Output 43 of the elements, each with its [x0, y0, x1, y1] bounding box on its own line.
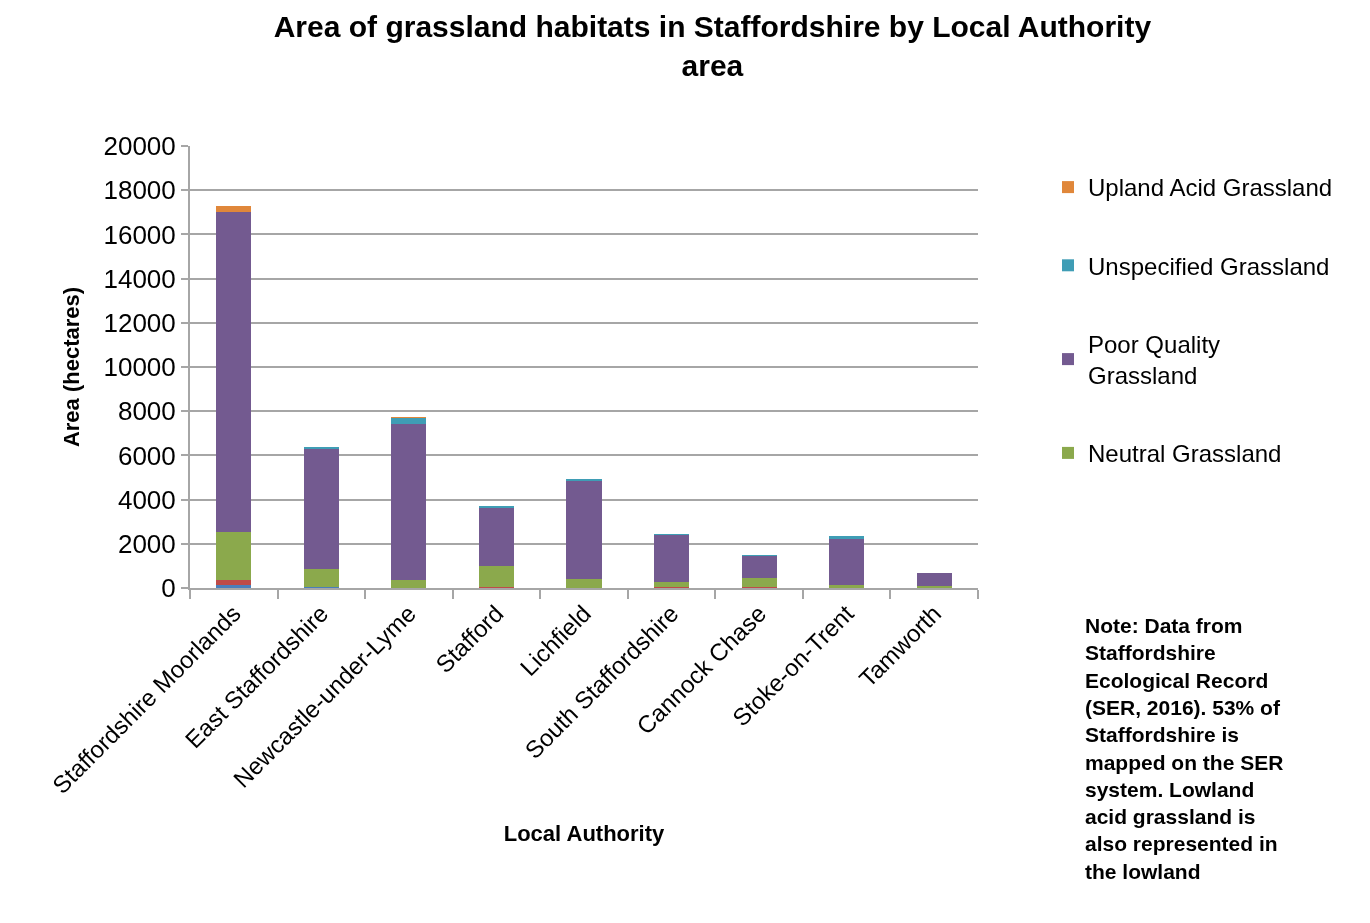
legend-label: Poor Quality Grassland [1088, 330, 1221, 390]
bar [303, 448, 339, 569]
bar [478, 507, 514, 566]
bar [478, 565, 514, 587]
x-axis-title: Local Authority [503, 821, 666, 847]
text: Note: Data from Staffordshire Ecological Record (SER, 2016). 53% of Staffordshire is mapped on the SER system. Lowland acid grassland is also represented in the lowland [1085, 614, 1284, 883]
y-tick-label: 14000 [103, 263, 176, 294]
bar [391, 580, 427, 588]
bar [216, 531, 252, 581]
y-axis-title: Area (hectares) [58, 286, 84, 448]
y-tick-label: 16000 [103, 219, 176, 250]
bar [391, 423, 427, 581]
bar [216, 580, 252, 585]
bar [216, 584, 252, 588]
y-tick-label: 0 [161, 573, 176, 604]
bar [654, 581, 690, 588]
legend-label: Unspecified Grassland [1088, 252, 1330, 280]
y-tick-label: 8000 [117, 396, 176, 427]
chart-title: Area of grassland habitats in Staffordshire by Local Authority area [273, 9, 1152, 82]
bar [829, 536, 865, 539]
bar [741, 555, 777, 579]
bar [566, 579, 602, 588]
bar [829, 538, 865, 586]
legend-label: Neutral Grassland [1088, 440, 1282, 468]
bar [741, 578, 777, 588]
bar [916, 572, 952, 586]
y-tick-label: 12000 [103, 307, 176, 338]
bar [654, 534, 690, 582]
bar [303, 568, 339, 587]
y-tick-label: 2000 [117, 528, 176, 559]
y-tick-label: 18000 [103, 175, 176, 206]
legend-label: Upland Acid Grassland [1088, 174, 1333, 202]
bar [566, 480, 602, 580]
bar [216, 206, 252, 213]
y-tick-label: 6000 [117, 440, 176, 471]
bar [391, 417, 427, 424]
y-tick-label: 20000 [103, 131, 176, 162]
bar [829, 585, 865, 588]
bar [303, 446, 339, 449]
y-tick-label: 10000 [103, 352, 176, 383]
bar [216, 212, 252, 532]
bar [916, 585, 952, 588]
y-tick-label: 4000 [117, 484, 176, 515]
